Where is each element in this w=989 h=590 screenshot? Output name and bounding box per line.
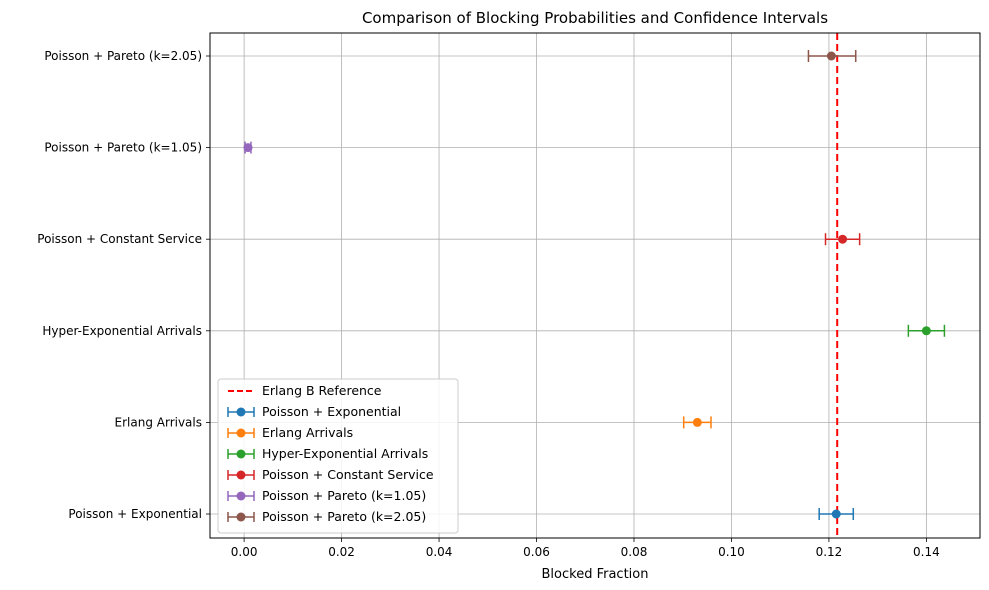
legend-swatch-marker [236, 470, 246, 480]
legend-box [217, 378, 459, 534]
x-tick-label: 0.14 [913, 545, 940, 559]
x-tick-label: 0.10 [718, 545, 745, 559]
x-tick-label: 0.08 [621, 545, 648, 559]
data-point [838, 234, 848, 244]
y-tick-label: Hyper-Exponential Arrivals [42, 324, 202, 338]
legend-label: Poisson + Pareto (k=1.05) [262, 488, 426, 503]
plot-frame [209, 32, 981, 539]
data-point [243, 143, 253, 153]
legend-swatch-marker [236, 428, 246, 438]
y-tick-label: Poisson + Pareto (k=1.05) [44, 141, 202, 155]
errorbar-series [243, 141, 253, 154]
errorbar-series [818, 508, 855, 520]
x-axis-ticks: 0.00 0.02 0.04 0.06 0.08 0.10 0.12 0.14 [231, 538, 940, 559]
x-tick-label: 0.12 [816, 545, 843, 559]
legend-swatch-marker [236, 407, 246, 417]
y-tick-label: Poisson + Exponential [68, 507, 202, 521]
errorbar-series [824, 233, 861, 246]
legend-label: Poisson + Constant Service [262, 467, 434, 482]
x-tick-label: 0.06 [523, 545, 550, 559]
legend-entry: Hyper-Exponential Arrivals [227, 446, 428, 461]
legend-label: Poisson + Exponential [262, 404, 401, 419]
legend-swatch-marker [236, 512, 246, 522]
legend: Erlang B Reference Poisson + Exponential E… [217, 378, 459, 534]
legend-entry: Poisson + Constant Service [227, 467, 434, 482]
x-tick-label: 0.04 [426, 545, 453, 559]
legend-entry: Erlang Arrivals [227, 425, 353, 440]
errorbar-series [807, 50, 857, 62]
legend-entry: Poisson + Pareto (k=1.05) [227, 488, 426, 503]
x-axis-label: Blocked Fraction [542, 567, 649, 582]
x-tick-label: 0.00 [231, 545, 258, 559]
data-point [826, 51, 836, 61]
y-axis-ticks: Poisson + Exponential Erlang Arrivals Hype… [37, 49, 210, 521]
data-point [831, 509, 841, 519]
data-marks [243, 50, 946, 520]
y-tick-label: Poisson + Pareto (k=2.05) [44, 49, 202, 63]
errorbar-series [907, 324, 946, 337]
legend-label: Erlang B Reference [262, 383, 382, 398]
data-point [921, 326, 931, 336]
data-point [692, 417, 702, 427]
errorbar-series [682, 416, 712, 429]
legend-entry: Poisson + Pareto (k=2.05) [227, 509, 426, 524]
legend-entry: Erlang B Reference [228, 383, 382, 398]
legend-label: Poisson + Pareto (k=2.05) [262, 509, 426, 524]
y-tick-label: Poisson + Constant Service [37, 232, 202, 246]
chart-title: Comparison of Blocking Probabilities and… [362, 9, 828, 27]
x-tick-label: 0.02 [328, 545, 355, 559]
legend-label: Erlang Arrivals [262, 425, 353, 440]
legend-label: Hyper-Exponential Arrivals [262, 446, 428, 461]
legend-swatch-marker [236, 491, 246, 501]
y-tick-label: Erlang Arrivals [115, 415, 202, 429]
legend-entry: Poisson + Exponential [227, 404, 401, 419]
legend-swatch-marker [236, 449, 246, 459]
